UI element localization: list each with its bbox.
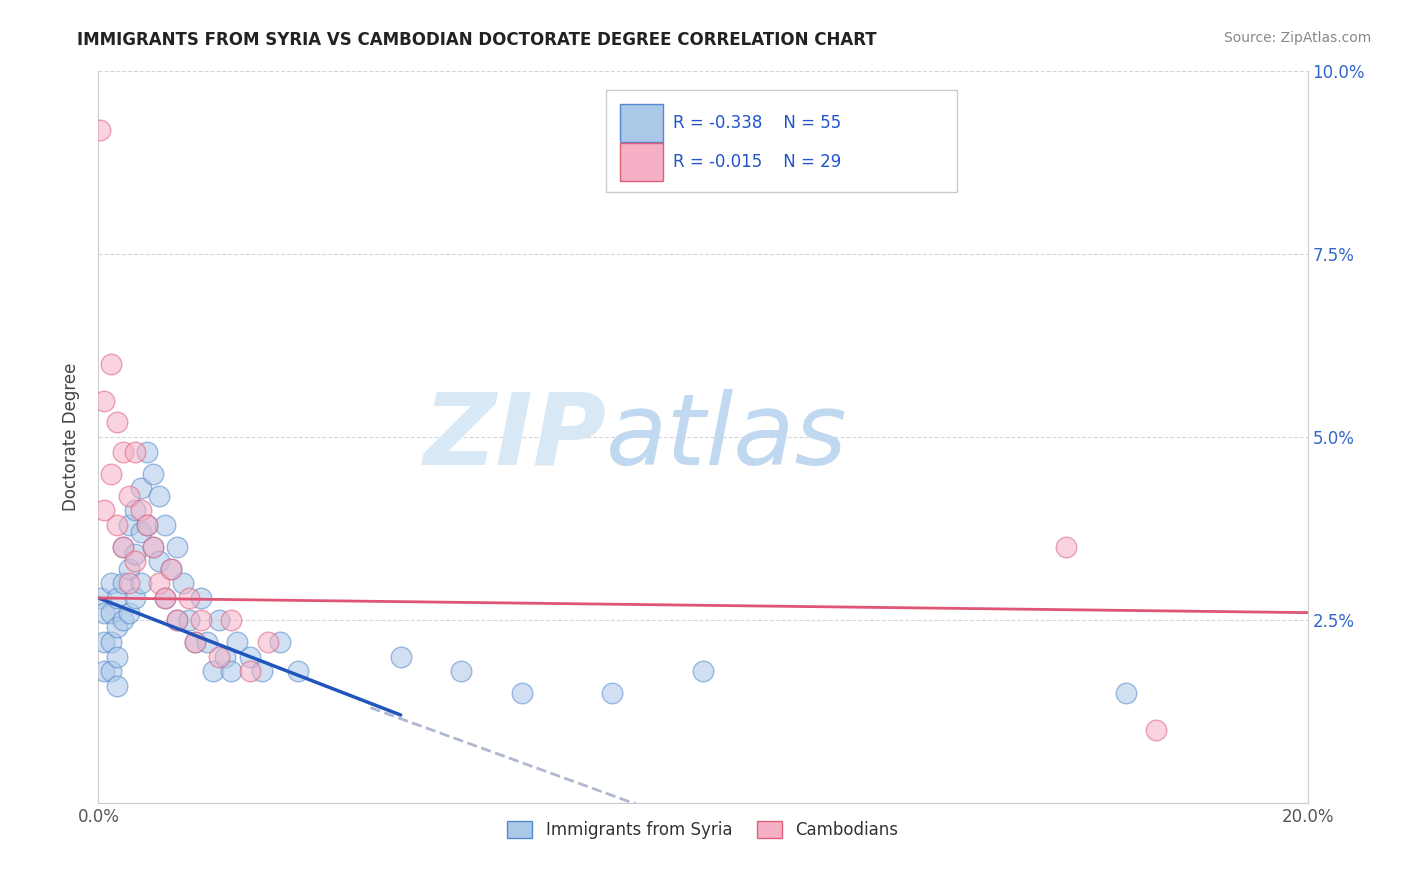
Point (118, 606, 141, 620)
Point (105, 591, 128, 605)
Point (153, 591, 176, 605)
Point (269, 635, 291, 649)
Point (129, 503, 152, 517)
Point (135, 444, 157, 458)
Point (124, 591, 146, 605)
Point (105, 517, 128, 532)
Point (129, 576, 152, 591)
Point (208, 649, 231, 664)
Point (602, 686, 624, 700)
Point (111, 540, 134, 554)
Text: atlas: atlas (606, 389, 848, 485)
Text: R = -0.338    N = 55: R = -0.338 N = 55 (672, 114, 841, 132)
Point (153, 517, 176, 532)
Point (148, 489, 170, 503)
Point (190, 613, 212, 627)
Point (221, 613, 243, 627)
Point (111, 576, 134, 591)
Point (239, 664, 262, 678)
Point (142, 540, 165, 554)
Point (160, 562, 183, 576)
Point (148, 554, 170, 568)
Point (129, 481, 152, 495)
Text: R = -0.015    N = 29: R = -0.015 N = 29 (672, 153, 841, 171)
Point (111, 444, 134, 458)
Y-axis label: Doctorate Degree: Doctorate Degree (62, 363, 80, 511)
Point (124, 503, 146, 517)
Point (160, 562, 183, 576)
FancyBboxPatch shape (620, 143, 664, 181)
Point (100, 635, 122, 649)
Point (166, 613, 188, 627)
Text: Source: ZipAtlas.com: Source: ZipAtlas.com (1223, 31, 1371, 45)
Point (389, 649, 412, 664)
Point (692, 664, 714, 678)
Point (118, 517, 141, 532)
Point (184, 635, 207, 649)
Point (287, 664, 309, 678)
Point (1144, 723, 1167, 737)
Point (142, 467, 165, 481)
Point (100, 467, 122, 481)
Point (118, 576, 141, 591)
Point (111, 540, 134, 554)
Point (239, 649, 262, 664)
Point (226, 635, 249, 649)
FancyBboxPatch shape (620, 104, 664, 143)
Point (256, 635, 278, 649)
Point (142, 540, 165, 554)
Point (124, 444, 146, 458)
Legend: Immigrants from Syria, Cambodians: Immigrants from Syria, Cambodians (501, 814, 905, 846)
Point (100, 357, 122, 371)
Point (214, 649, 236, 664)
Point (100, 576, 122, 591)
Point (172, 576, 194, 591)
Point (118, 489, 141, 503)
Point (100, 606, 122, 620)
Point (148, 576, 170, 591)
Point (93, 606, 115, 620)
Point (190, 591, 212, 605)
Point (105, 649, 128, 664)
Point (184, 635, 207, 649)
Point (105, 620, 128, 634)
Point (1115, 686, 1137, 700)
Point (105, 416, 128, 430)
Point (124, 554, 146, 568)
Text: ZIP: ZIP (423, 389, 606, 485)
Point (93, 393, 115, 408)
Point (105, 679, 128, 693)
FancyBboxPatch shape (606, 90, 957, 192)
Point (111, 613, 134, 627)
Point (118, 562, 141, 576)
Point (93, 664, 115, 678)
Point (124, 547, 146, 561)
Point (166, 613, 188, 627)
Point (202, 664, 225, 678)
Point (129, 525, 152, 540)
Point (89, 123, 111, 137)
Point (93, 503, 115, 517)
Point (208, 613, 231, 627)
Point (221, 664, 243, 678)
Point (135, 517, 157, 532)
Text: IMMIGRANTS FROM SYRIA VS CAMBODIAN DOCTORATE DEGREE CORRELATION CHART: IMMIGRANTS FROM SYRIA VS CAMBODIAN DOCTO… (77, 31, 877, 49)
Point (90, 591, 112, 605)
Point (100, 664, 122, 678)
Point (1054, 540, 1077, 554)
Point (135, 517, 157, 532)
Point (93, 635, 115, 649)
Point (166, 540, 188, 554)
Point (510, 686, 533, 700)
Point (250, 664, 273, 678)
Point (153, 591, 176, 605)
Point (450, 664, 472, 678)
Point (179, 613, 201, 627)
Point (195, 635, 218, 649)
Point (179, 591, 201, 605)
